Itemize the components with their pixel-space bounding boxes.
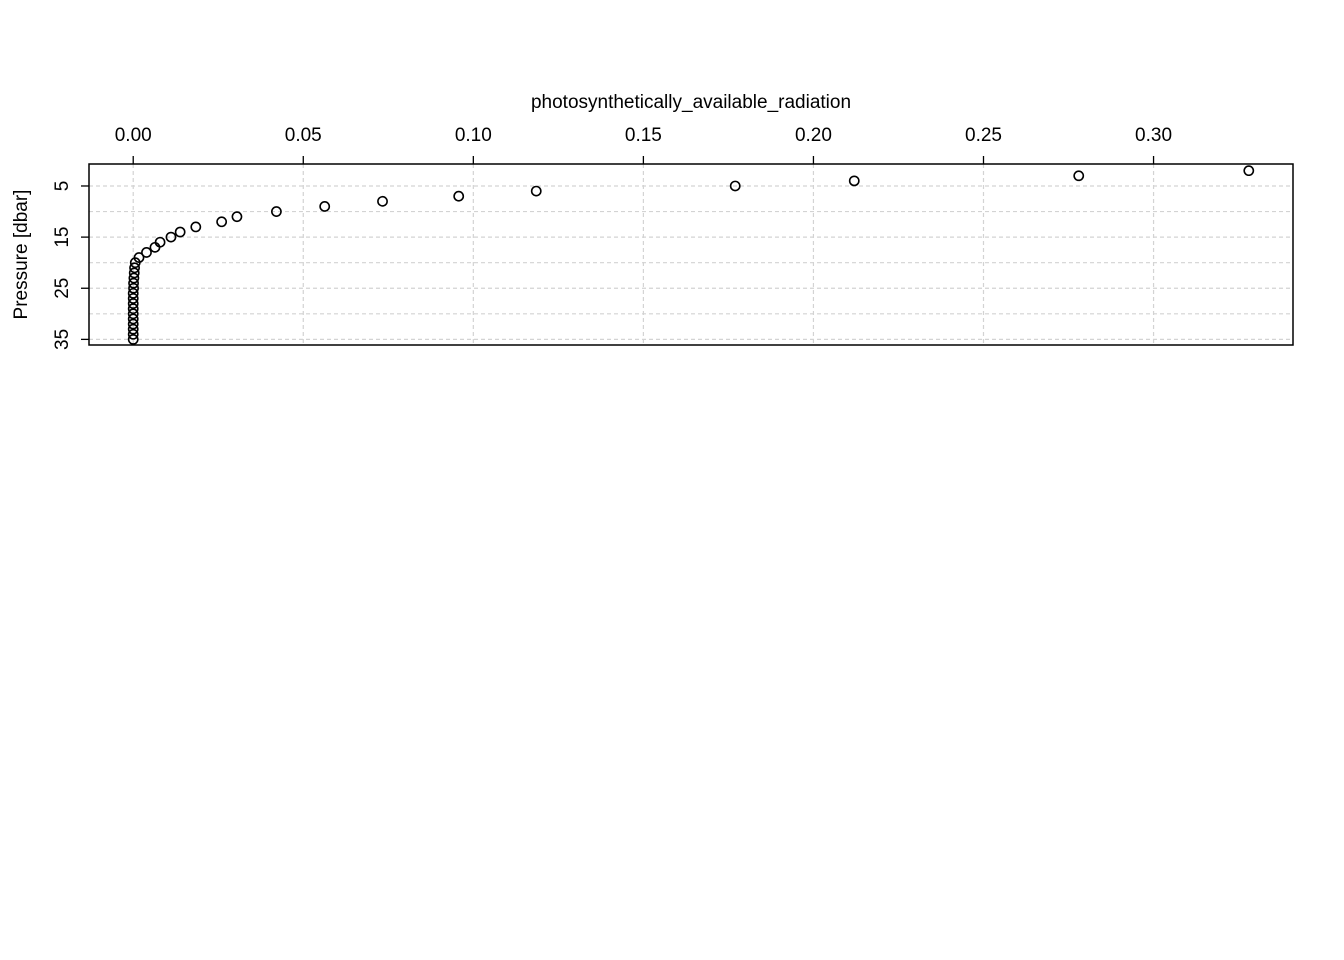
data-point xyxy=(149,241,161,253)
data-point xyxy=(1073,170,1085,182)
data-point xyxy=(729,180,741,192)
points-layer xyxy=(127,165,1255,345)
data-point xyxy=(128,272,140,284)
x-tick-label: 0.30 xyxy=(1135,125,1172,146)
data-point xyxy=(190,221,202,233)
data-point xyxy=(377,195,388,207)
data-point xyxy=(216,216,228,228)
data-point xyxy=(848,175,860,187)
data-point xyxy=(127,303,139,315)
data-point xyxy=(127,287,139,299)
x-tick-label: 0.20 xyxy=(795,125,832,146)
data-point xyxy=(453,190,465,202)
data-point xyxy=(530,185,542,197)
data-point xyxy=(1243,165,1255,177)
y-axis-title: Pressure [dbar] xyxy=(11,190,32,320)
data-point xyxy=(129,262,140,274)
x-tick-label: 0.25 xyxy=(965,125,1002,146)
data-point xyxy=(154,236,166,248)
data-point xyxy=(319,201,331,212)
y-tick-label: 25 xyxy=(52,278,73,299)
data-point xyxy=(127,298,139,309)
data-point xyxy=(127,318,139,330)
x-tick-label: 0.00 xyxy=(115,125,152,146)
x-axis: 0.00 0.05 0.10 0.15 0.20 0.25 0.30 xyxy=(115,125,1172,164)
y-tick-label: 5 xyxy=(52,181,73,192)
data-point xyxy=(165,231,177,243)
data-point xyxy=(128,267,140,279)
data-point xyxy=(174,226,186,238)
data-point xyxy=(127,313,139,325)
x-tick-label: 0.10 xyxy=(455,125,492,146)
plot-frame xyxy=(88,163,1294,346)
data-point xyxy=(128,282,139,294)
data-point xyxy=(127,308,139,320)
data-point xyxy=(271,206,282,217)
x-axis-title: photosynthetically_available_radiation xyxy=(531,92,851,113)
x-tick-label: 0.15 xyxy=(625,125,662,146)
x-tick-label: 0.05 xyxy=(285,125,322,146)
data-point xyxy=(231,211,243,223)
data-point xyxy=(127,323,139,335)
y-axis: 5 15 25 35 xyxy=(52,181,89,350)
data-point xyxy=(128,277,139,289)
grid-layer xyxy=(89,164,1293,345)
data-point xyxy=(127,293,139,304)
data-point xyxy=(129,257,141,269)
data-point xyxy=(127,333,139,345)
y-tick-label: 35 xyxy=(52,329,73,350)
data-point xyxy=(127,328,139,340)
y-tick-label: 15 xyxy=(52,227,73,248)
data-point xyxy=(141,247,152,258)
